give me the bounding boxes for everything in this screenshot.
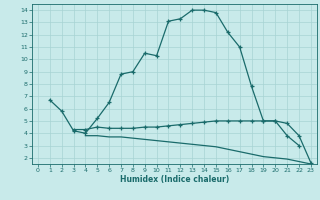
X-axis label: Humidex (Indice chaleur): Humidex (Indice chaleur) [120, 175, 229, 184]
